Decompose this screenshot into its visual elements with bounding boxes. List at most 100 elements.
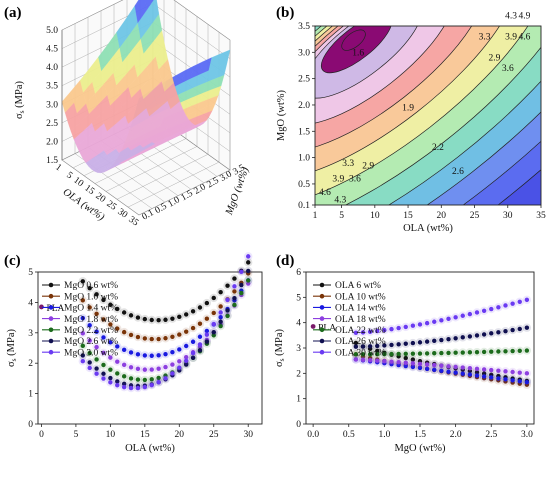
y-tick-label: 5 bbox=[28, 268, 33, 278]
legend-marker bbox=[48, 293, 54, 299]
data-point bbox=[403, 351, 408, 357]
data-point bbox=[246, 281, 251, 286]
y-tick-label: 1.5 bbox=[298, 127, 310, 137]
data-point bbox=[197, 342, 203, 347]
contour-level-label: 1.6 bbox=[352, 48, 364, 58]
data-point bbox=[183, 354, 189, 360]
data-point bbox=[183, 358, 189, 364]
x-tick-label: 1.5 bbox=[414, 430, 426, 440]
data-point bbox=[467, 334, 473, 339]
contour-level-label: 4.6 bbox=[518, 33, 530, 43]
data-point bbox=[87, 305, 92, 310]
y-tick-label: 1 bbox=[296, 395, 301, 405]
y-axis-label: MgO (wt%) bbox=[276, 89, 287, 141]
data-point bbox=[375, 348, 380, 354]
y-tick-label: 6 bbox=[296, 268, 301, 278]
data-point bbox=[128, 350, 134, 355]
data-point bbox=[80, 359, 86, 364]
data-point bbox=[190, 350, 196, 356]
data-point bbox=[87, 365, 92, 371]
data-point bbox=[496, 368, 501, 373]
legend-marker bbox=[48, 349, 54, 355]
x-tick-label: 30 bbox=[243, 430, 253, 440]
data-point bbox=[218, 319, 223, 324]
data-point bbox=[197, 305, 203, 310]
data-point bbox=[94, 366, 99, 371]
data-point bbox=[382, 343, 387, 348]
data-point bbox=[510, 301, 515, 306]
legend-marker bbox=[319, 349, 325, 355]
data-point bbox=[360, 344, 366, 349]
data-point bbox=[503, 303, 508, 308]
wall-grid-line bbox=[152, 3, 231, 59]
data-point bbox=[410, 351, 416, 356]
data-point bbox=[80, 353, 86, 358]
data-point bbox=[108, 355, 113, 360]
contour-level-label: 2.9 bbox=[362, 162, 374, 172]
data-point bbox=[218, 314, 223, 320]
y-tick-label: 2.0 bbox=[298, 101, 310, 111]
x-tick-label: 1.0 bbox=[378, 430, 390, 440]
legend-marker bbox=[319, 305, 325, 310]
data-point bbox=[218, 323, 223, 329]
data-point bbox=[80, 343, 86, 349]
data-point bbox=[375, 351, 380, 357]
data-point bbox=[211, 329, 216, 335]
data-point bbox=[225, 313, 230, 319]
x-axis-label: OLA (wt%) bbox=[403, 223, 453, 234]
data-point bbox=[417, 365, 423, 371]
x-tick-label: 1 bbox=[313, 211, 318, 221]
data-point bbox=[142, 377, 148, 383]
data-point bbox=[142, 336, 148, 341]
data-point bbox=[121, 329, 127, 335]
data-point bbox=[239, 282, 244, 288]
series-5 bbox=[351, 323, 532, 351]
data-point bbox=[446, 350, 451, 356]
data-point bbox=[142, 367, 148, 372]
floor-grid-line bbox=[105, 146, 198, 192]
data-point bbox=[389, 351, 394, 357]
data-point bbox=[460, 350, 465, 355]
x-tick-label: 35 bbox=[126, 215, 140, 229]
data-point bbox=[496, 305, 501, 310]
data-point bbox=[524, 371, 530, 376]
y-tick-label: 3.0 bbox=[298, 48, 310, 58]
data-point bbox=[101, 335, 106, 340]
data-point bbox=[353, 330, 359, 335]
legend-entry: MgO 3.0 wt% bbox=[64, 348, 118, 358]
legend-marker bbox=[319, 338, 325, 344]
z-tick-label: 2.5 bbox=[46, 119, 58, 129]
data-point bbox=[128, 376, 134, 381]
data-point bbox=[246, 260, 251, 265]
x-tick-label: 25 bbox=[470, 211, 480, 221]
data-point bbox=[225, 283, 230, 288]
data-point bbox=[360, 357, 366, 362]
data-point bbox=[503, 369, 508, 374]
z-tick-label: 3.5 bbox=[46, 82, 58, 92]
x-axis-label: MgO (wt%) bbox=[394, 443, 446, 454]
data-point bbox=[467, 365, 473, 371]
data-point bbox=[121, 384, 127, 390]
data-point bbox=[524, 348, 530, 353]
data-point bbox=[156, 379, 161, 385]
data-point bbox=[108, 367, 113, 372]
data-point bbox=[135, 377, 141, 382]
contour-level-label: 2.6 bbox=[452, 167, 464, 177]
data-point bbox=[481, 349, 487, 355]
data-point bbox=[460, 313, 465, 318]
data-point bbox=[108, 340, 113, 345]
data-point bbox=[190, 355, 196, 361]
pla-label: PLA bbox=[318, 323, 336, 333]
data-point bbox=[80, 298, 86, 303]
data-point bbox=[87, 323, 92, 328]
data-point bbox=[524, 380, 530, 385]
data-point bbox=[439, 350, 444, 356]
data-point bbox=[94, 292, 99, 297]
data-point bbox=[417, 361, 423, 367]
data-point bbox=[170, 371, 175, 376]
data-point bbox=[190, 309, 196, 314]
contour-level-label: 4.9 bbox=[518, 11, 530, 21]
